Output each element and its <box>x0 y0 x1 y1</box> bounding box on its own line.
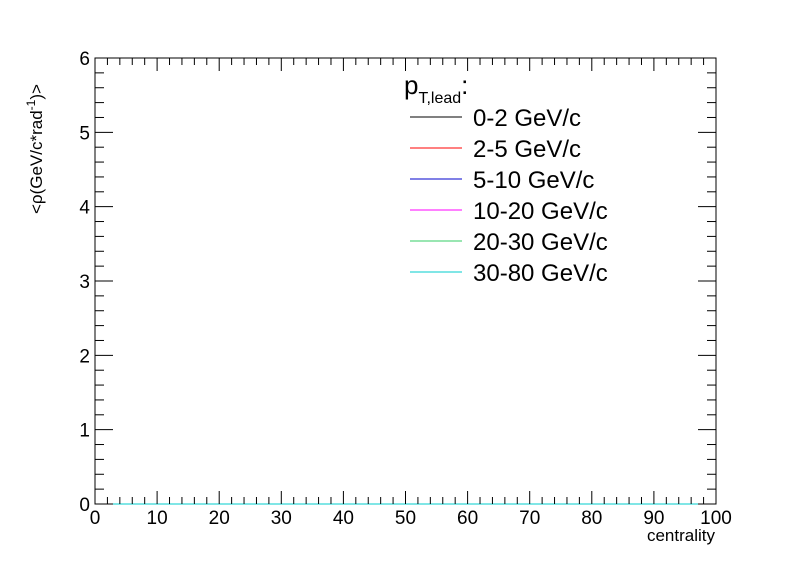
legend-header: pT,lead: <box>404 70 468 107</box>
legend-header-subscript: T,lead <box>418 90 461 107</box>
legend-entries: 0-2 GeV/c 2-5 GeV/c 5-10 GeV/c 10-20 GeV/c 2… <box>410 105 608 287</box>
x-tick-label: 90 <box>643 508 664 529</box>
y-axis-title-main: <ρ(GeV/c*rad <box>27 110 46 214</box>
x-tick-label: 30 <box>271 508 292 529</box>
y-tick-label: 0 <box>79 495 90 516</box>
y-tick-label: 6 <box>79 49 90 70</box>
y-tick-label: 2 <box>79 346 90 367</box>
y-axis-title-superscript: -1 <box>24 99 38 110</box>
y-axis-title: <ρ(GeV/c*rad-1)> <box>24 84 46 214</box>
y-tick-label: 1 <box>79 421 90 442</box>
tick-labels-group: 0 10 20 30 40 50 60 70 80 90 100 0 1 2 3 4 5 6 <box>79 49 731 529</box>
legend-header-tail: : <box>461 70 468 100</box>
x-tick-label: 70 <box>519 508 540 529</box>
x-tick-label: 40 <box>333 508 354 529</box>
x-tick-label: 60 <box>457 508 478 529</box>
x-tick-label: 80 <box>581 508 602 529</box>
x-tick-label: 0 <box>90 508 101 529</box>
y-tick-label: 5 <box>79 123 90 144</box>
legend-label: 20-30 GeV/c <box>473 229 608 256</box>
ticks-group <box>94 57 717 505</box>
legend-label: 5-10 GeV/c <box>473 167 594 194</box>
legend-label: 0-2 GeV/c <box>473 105 581 132</box>
x-axis-title: centrality <box>647 526 716 545</box>
y-axis-title-tail: )> <box>27 84 46 100</box>
legend-label: 2-5 GeV/c <box>473 136 581 163</box>
x-tick-label: 20 <box>209 508 230 529</box>
legend-label: 30-80 GeV/c <box>473 260 608 287</box>
x-tick-label: 50 <box>395 508 416 529</box>
legend-label: 10-20 GeV/c <box>473 198 608 225</box>
x-tick-label: 10 <box>147 508 168 529</box>
y-tick-label: 3 <box>79 272 90 293</box>
x-tick-label: 100 <box>700 508 732 529</box>
legend: pT,lead: 0-2 GeV/c 2-5 GeV/c 5-10 GeV/c 10-… <box>404 70 608 287</box>
legend-header-main: p <box>404 70 418 100</box>
y-tick-label: 4 <box>79 198 90 219</box>
